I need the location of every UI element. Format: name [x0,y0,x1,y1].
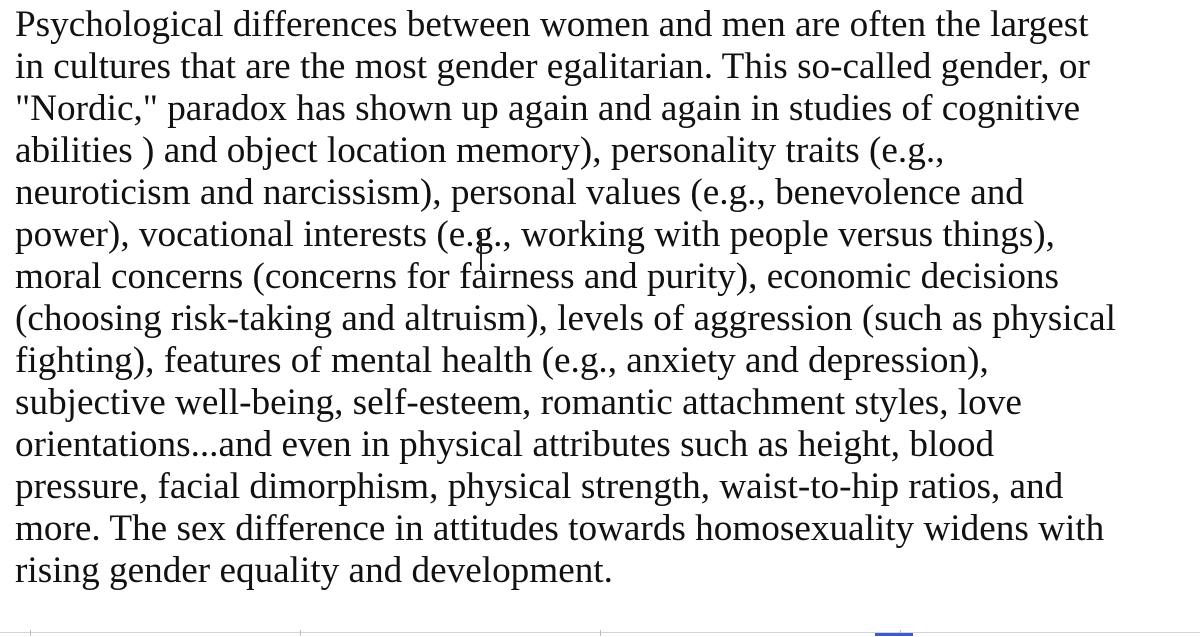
text-line-6[interactable]: power), vocational interests (e.g., work… [15,214,1055,255]
text-line-13[interactable]: more. The sex difference in attitudes to… [15,508,1105,549]
selection-marker [875,633,913,636]
text-line-2[interactable]: in cultures that are the most gender ega… [15,46,1090,87]
text-line-10[interactable]: subjective well-being, self-esteem, roma… [15,382,1022,423]
text-cursor [480,232,482,270]
ruler-tick [30,630,31,636]
text-line-3[interactable]: "Nordic," paradox has shown up again and… [15,88,1081,129]
text-line-7[interactable]: moral concerns (concerns for fairness an… [15,256,1059,297]
text-line-8[interactable]: (choosing risk-taking and altruism), lev… [15,298,1116,339]
text-line-5[interactable]: neuroticism and narcissism), personal va… [15,172,1024,213]
text-line-12[interactable]: pressure, facial dimorphism, physical st… [15,466,1064,507]
text-line-1[interactable]: Psychological differences between women … [15,4,1089,45]
ruler-tick [300,630,301,636]
text-line-11[interactable]: orientations...and even in physical attr… [15,424,995,465]
text-line-9[interactable]: fighting), features of mental health (e.… [15,340,989,381]
text-line-4[interactable]: abilities ) and object location memory),… [15,130,945,171]
ruler-tick [600,630,601,636]
text-line-14[interactable]: rising gender equality and development. [15,550,613,591]
document-body[interactable]: Psychological differences between women … [15,4,1195,592]
